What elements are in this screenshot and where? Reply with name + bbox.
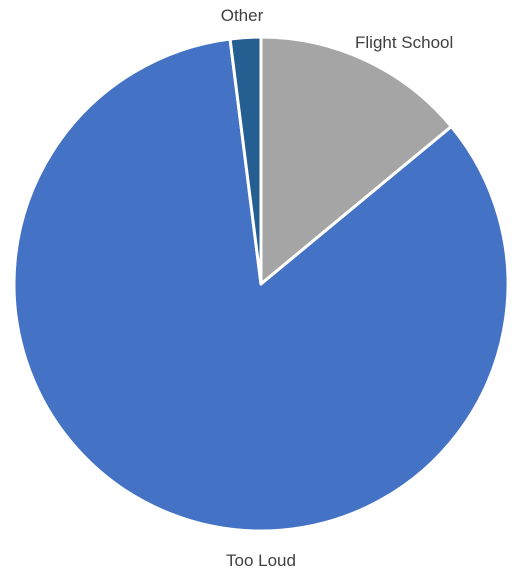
pie-slice-other [228,35,263,286]
pie-label-flight-school: Flight School [355,33,453,52]
pie-label-other: Other [221,6,264,25]
pie-slices [12,35,510,533]
pie-labels: Flight School Too Loud Other [221,6,454,570]
pie-label-too-loud: Too Loud [226,551,296,570]
pie-slice-flight-school [259,35,453,286]
